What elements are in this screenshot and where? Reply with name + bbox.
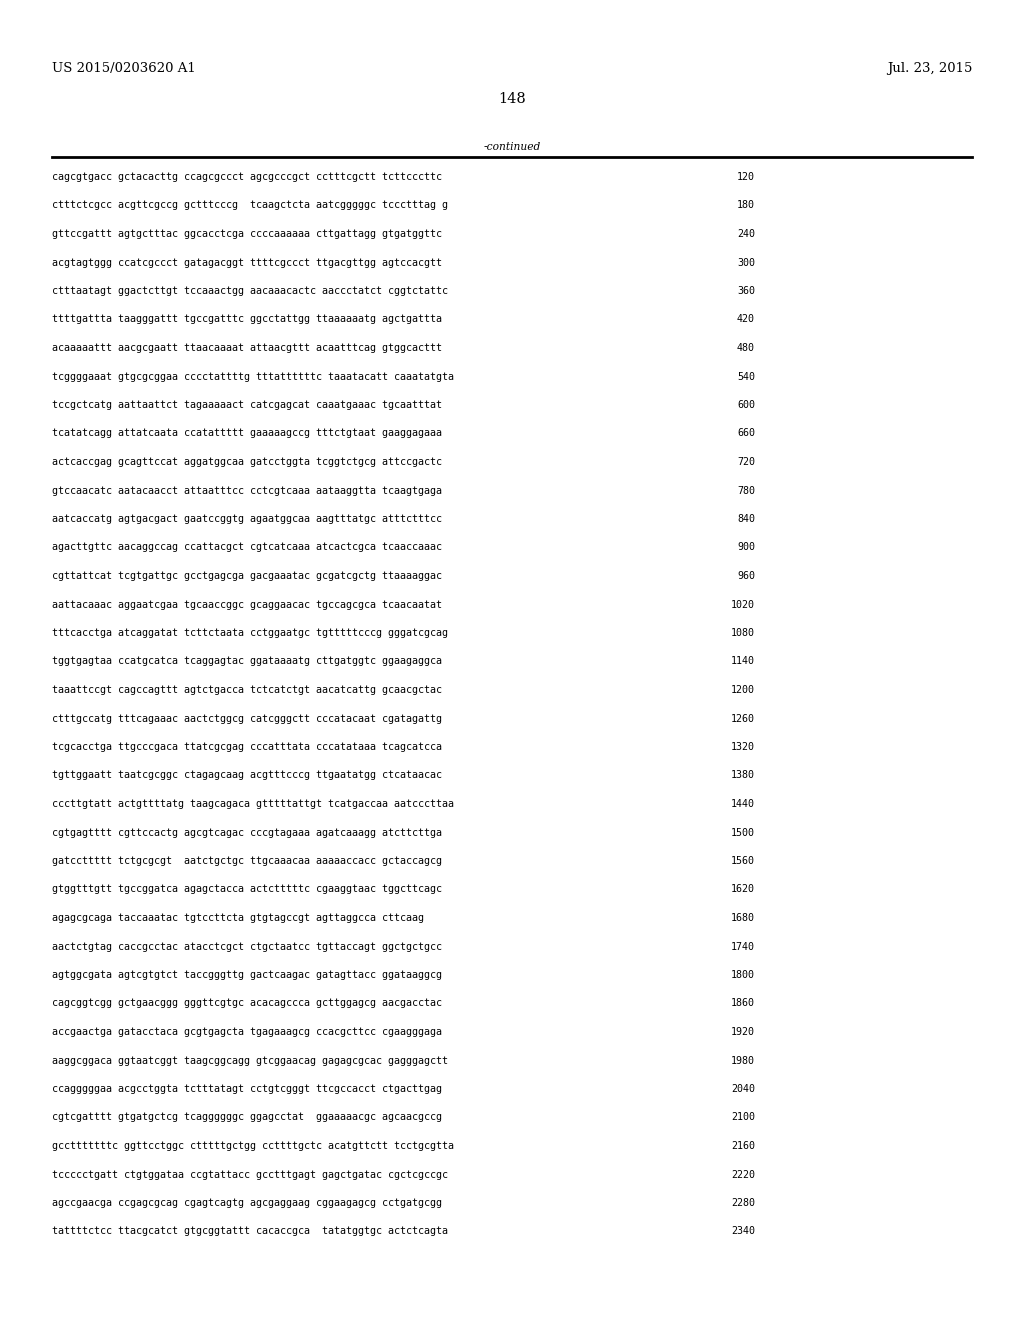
Text: agtggcgata agtcgtgtct taccgggttg gactcaagac gatagttacc ggataaggcg: agtggcgata agtcgtgtct taccgggttg gactcaa… <box>52 970 442 979</box>
Text: ccagggggaa acgcctggta tctttatagt cctgtcgggt ttcgccacct ctgacttgag: ccagggggaa acgcctggta tctttatagt cctgtcg… <box>52 1084 442 1094</box>
Text: 900: 900 <box>737 543 755 553</box>
Text: agccgaacga ccgagcgcag cgagtcagtg agcgaggaag cggaagagcg cctgatgcgg: agccgaacga ccgagcgcag cgagtcagtg agcgagg… <box>52 1199 442 1208</box>
Text: 1200: 1200 <box>731 685 755 696</box>
Text: 480: 480 <box>737 343 755 352</box>
Text: aattacaaac aggaatcgaa tgcaaccggc gcaggaacac tgccagcgca tcaacaatat: aattacaaac aggaatcgaa tgcaaccggc gcaggaa… <box>52 599 442 610</box>
Text: 1680: 1680 <box>731 913 755 923</box>
Text: 780: 780 <box>737 486 755 495</box>
Text: 1320: 1320 <box>731 742 755 752</box>
Text: ttttgattta taagggattt tgccgatttc ggcctattgg ttaaaaaatg agctgattta: ttttgattta taagggattt tgccgatttc ggcctat… <box>52 314 442 325</box>
Text: -continued: -continued <box>483 143 541 152</box>
Text: 240: 240 <box>737 228 755 239</box>
Text: 1080: 1080 <box>731 628 755 638</box>
Text: US 2015/0203620 A1: US 2015/0203620 A1 <box>52 62 196 75</box>
Text: 2220: 2220 <box>731 1170 755 1180</box>
Text: 360: 360 <box>737 286 755 296</box>
Text: ctttaatagt ggactcttgt tccaaactgg aacaaacactc aaccctatct cggtctattc: ctttaatagt ggactcttgt tccaaactgg aacaaac… <box>52 286 449 296</box>
Text: tccgctcatg aattaattct tagaaaaact catcgagcat caaatgaaac tgcaatttat: tccgctcatg aattaattct tagaaaaact catcgag… <box>52 400 442 411</box>
Text: 1140: 1140 <box>731 656 755 667</box>
Text: 1440: 1440 <box>731 799 755 809</box>
Text: 660: 660 <box>737 429 755 438</box>
Text: taaattccgt cagccagttt agtctgacca tctcatctgt aacatcattg gcaacgctac: taaattccgt cagccagttt agtctgacca tctcatc… <box>52 685 442 696</box>
Text: 1380: 1380 <box>731 771 755 780</box>
Text: gtccaacatc aatacaacct attaatttcc cctcgtcaaa aataaggtta tcaagtgaga: gtccaacatc aatacaacct attaatttcc cctcgtc… <box>52 486 442 495</box>
Text: tttcacctga atcaggatat tcttctaata cctggaatgc tgtttttcccg gggatcgcag: tttcacctga atcaggatat tcttctaata cctggaa… <box>52 628 449 638</box>
Text: ctttctcgcc acgttcgccg gctttcccg  tcaagctcta aatcgggggc tccctttag g: ctttctcgcc acgttcgccg gctttcccg tcaagctc… <box>52 201 449 210</box>
Text: 720: 720 <box>737 457 755 467</box>
Text: 1020: 1020 <box>731 599 755 610</box>
Text: actcaccgag gcagttccat aggatggcaa gatcctggta tcggtctgcg attccgactc: actcaccgag gcagttccat aggatggcaa gatcctg… <box>52 457 442 467</box>
Text: gcctttttttc ggttcctggc ctttttgctgg ccttttgctc acatgttctt tcctgcgtta: gcctttttttc ggttcctggc ctttttgctgg ccttt… <box>52 1140 454 1151</box>
Text: 1980: 1980 <box>731 1056 755 1065</box>
Text: gttccgattt agtgctttac ggcacctcga ccccaaaaaa cttgattagg gtgatggttc: gttccgattt agtgctttac ggcacctcga ccccaaa… <box>52 228 442 239</box>
Text: 1260: 1260 <box>731 714 755 723</box>
Text: 1560: 1560 <box>731 855 755 866</box>
Text: cagcgtgacc gctacacttg ccagcgccct agcgcccgct cctttcgctt tcttcccttc: cagcgtgacc gctacacttg ccagcgccct agcgccc… <box>52 172 442 182</box>
Text: tgttggaatt taatcgcggc ctagagcaag acgtttcccg ttgaatatgg ctcataacac: tgttggaatt taatcgcggc ctagagcaag acgtttc… <box>52 771 442 780</box>
Text: tcggggaaat gtgcgcggaa cccctattttg tttattttttc taaatacatt caaatatgta: tcggggaaat gtgcgcggaa cccctattttg tttatt… <box>52 371 454 381</box>
Text: 148: 148 <box>498 92 526 106</box>
Text: cgtcgatttt gtgatgctcg tcaggggggc ggagcctat  ggaaaaacgc agcaacgccg: cgtcgatttt gtgatgctcg tcaggggggc ggagcct… <box>52 1113 442 1122</box>
Text: tcatatcagg attatcaata ccatattttt gaaaaagccg tttctgtaat gaaggagaaa: tcatatcagg attatcaata ccatattttt gaaaaag… <box>52 429 442 438</box>
Text: gtggtttgtt tgccggatca agagctacca actctttttc cgaaggtaac tggcttcagc: gtggtttgtt tgccggatca agagctacca actcttt… <box>52 884 442 895</box>
Text: 1860: 1860 <box>731 998 755 1008</box>
Text: ctttgccatg tttcagaaac aactctggcg catcgggctt cccatacaat cgatagattg: ctttgccatg tttcagaaac aactctggcg catcggg… <box>52 714 442 723</box>
Text: 1740: 1740 <box>731 941 755 952</box>
Text: agacttgttc aacaggccag ccattacgct cgtcatcaaa atcactcgca tcaaccaaac: agacttgttc aacaggccag ccattacgct cgtcatc… <box>52 543 442 553</box>
Text: 2340: 2340 <box>731 1226 755 1237</box>
Text: 1620: 1620 <box>731 884 755 895</box>
Text: 2280: 2280 <box>731 1199 755 1208</box>
Text: 180: 180 <box>737 201 755 210</box>
Text: 1920: 1920 <box>731 1027 755 1038</box>
Text: tggtgagtaa ccatgcatca tcaggagtac ggataaaatg cttgatggtc ggaagaggca: tggtgagtaa ccatgcatca tcaggagtac ggataaa… <box>52 656 442 667</box>
Text: 2100: 2100 <box>731 1113 755 1122</box>
Text: 840: 840 <box>737 513 755 524</box>
Text: aatcaccatg agtgacgact gaatccggtg agaatggcaa aagtttatgc atttctttcc: aatcaccatg agtgacgact gaatccggtg agaatgg… <box>52 513 442 524</box>
Text: 1800: 1800 <box>731 970 755 979</box>
Text: cagcggtcgg gctgaacggg gggttcgtgc acacagccca gcttggagcg aacgacctac: cagcggtcgg gctgaacggg gggttcgtgc acacagc… <box>52 998 442 1008</box>
Text: acgtagtggg ccatcgccct gatagacggt ttttcgccct ttgacgttgg agtccacgtt: acgtagtggg ccatcgccct gatagacggt ttttcgc… <box>52 257 442 268</box>
Text: 1500: 1500 <box>731 828 755 837</box>
Text: 300: 300 <box>737 257 755 268</box>
Text: tcgcacctga ttgcccgaca ttatcgcgag cccatttata cccatataaa tcagcatcca: tcgcacctga ttgcccgaca ttatcgcgag cccattt… <box>52 742 442 752</box>
Text: 2040: 2040 <box>731 1084 755 1094</box>
Text: accgaactga gatacctaca gcgtgagcta tgagaaagcg ccacgcttcc cgaagggaga: accgaactga gatacctaca gcgtgagcta tgagaaa… <box>52 1027 442 1038</box>
Text: cgttattcat tcgtgattgc gcctgagcga gacgaaatac gcgatcgctg ttaaaaggac: cgttattcat tcgtgattgc gcctgagcga gacgaaa… <box>52 572 442 581</box>
Text: aactctgtag caccgcctac atacctcgct ctgctaatcc tgttaccagt ggctgctgcc: aactctgtag caccgcctac atacctcgct ctgctaa… <box>52 941 442 952</box>
Text: tattttctcc ttacgcatct gtgcggtattt cacaccgca  tatatggtgc actctcagta: tattttctcc ttacgcatct gtgcggtattt cacacc… <box>52 1226 449 1237</box>
Text: Jul. 23, 2015: Jul. 23, 2015 <box>887 62 972 75</box>
Text: 2160: 2160 <box>731 1140 755 1151</box>
Text: agagcgcaga taccaaatac tgtccttcta gtgtagccgt agttaggcca cttcaag: agagcgcaga taccaaatac tgtccttcta gtgtagc… <box>52 913 424 923</box>
Text: cgtgagtttt cgttccactg agcgtcagac cccgtagaaa agatcaaagg atcttcttga: cgtgagtttt cgttccactg agcgtcagac cccgtag… <box>52 828 442 837</box>
Text: tccccctgatt ctgtggataa ccgtattacc gcctttgagt gagctgatac cgctcgccgc: tccccctgatt ctgtggataa ccgtattacc gccttt… <box>52 1170 449 1180</box>
Text: 120: 120 <box>737 172 755 182</box>
Text: 960: 960 <box>737 572 755 581</box>
Text: 540: 540 <box>737 371 755 381</box>
Text: 420: 420 <box>737 314 755 325</box>
Text: 600: 600 <box>737 400 755 411</box>
Text: aaggcggaca ggtaatcggt taagcggcagg gtcggaacag gagagcgcac gagggagctt: aaggcggaca ggtaatcggt taagcggcagg gtcgga… <box>52 1056 449 1065</box>
Text: acaaaaattt aacgcgaatt ttaacaaaat attaacgttt acaatttcag gtggcacttt: acaaaaattt aacgcgaatt ttaacaaaat attaacg… <box>52 343 442 352</box>
Text: cccttgtatt actgttttatg taagcagaca gtttttattgt tcatgaccaa aatcccttaa: cccttgtatt actgttttatg taagcagaca gttttt… <box>52 799 454 809</box>
Text: gatccttttt tctgcgcgt  aatctgctgc ttgcaaacaa aaaaaccacc gctaccagcg: gatccttttt tctgcgcgt aatctgctgc ttgcaaac… <box>52 855 442 866</box>
